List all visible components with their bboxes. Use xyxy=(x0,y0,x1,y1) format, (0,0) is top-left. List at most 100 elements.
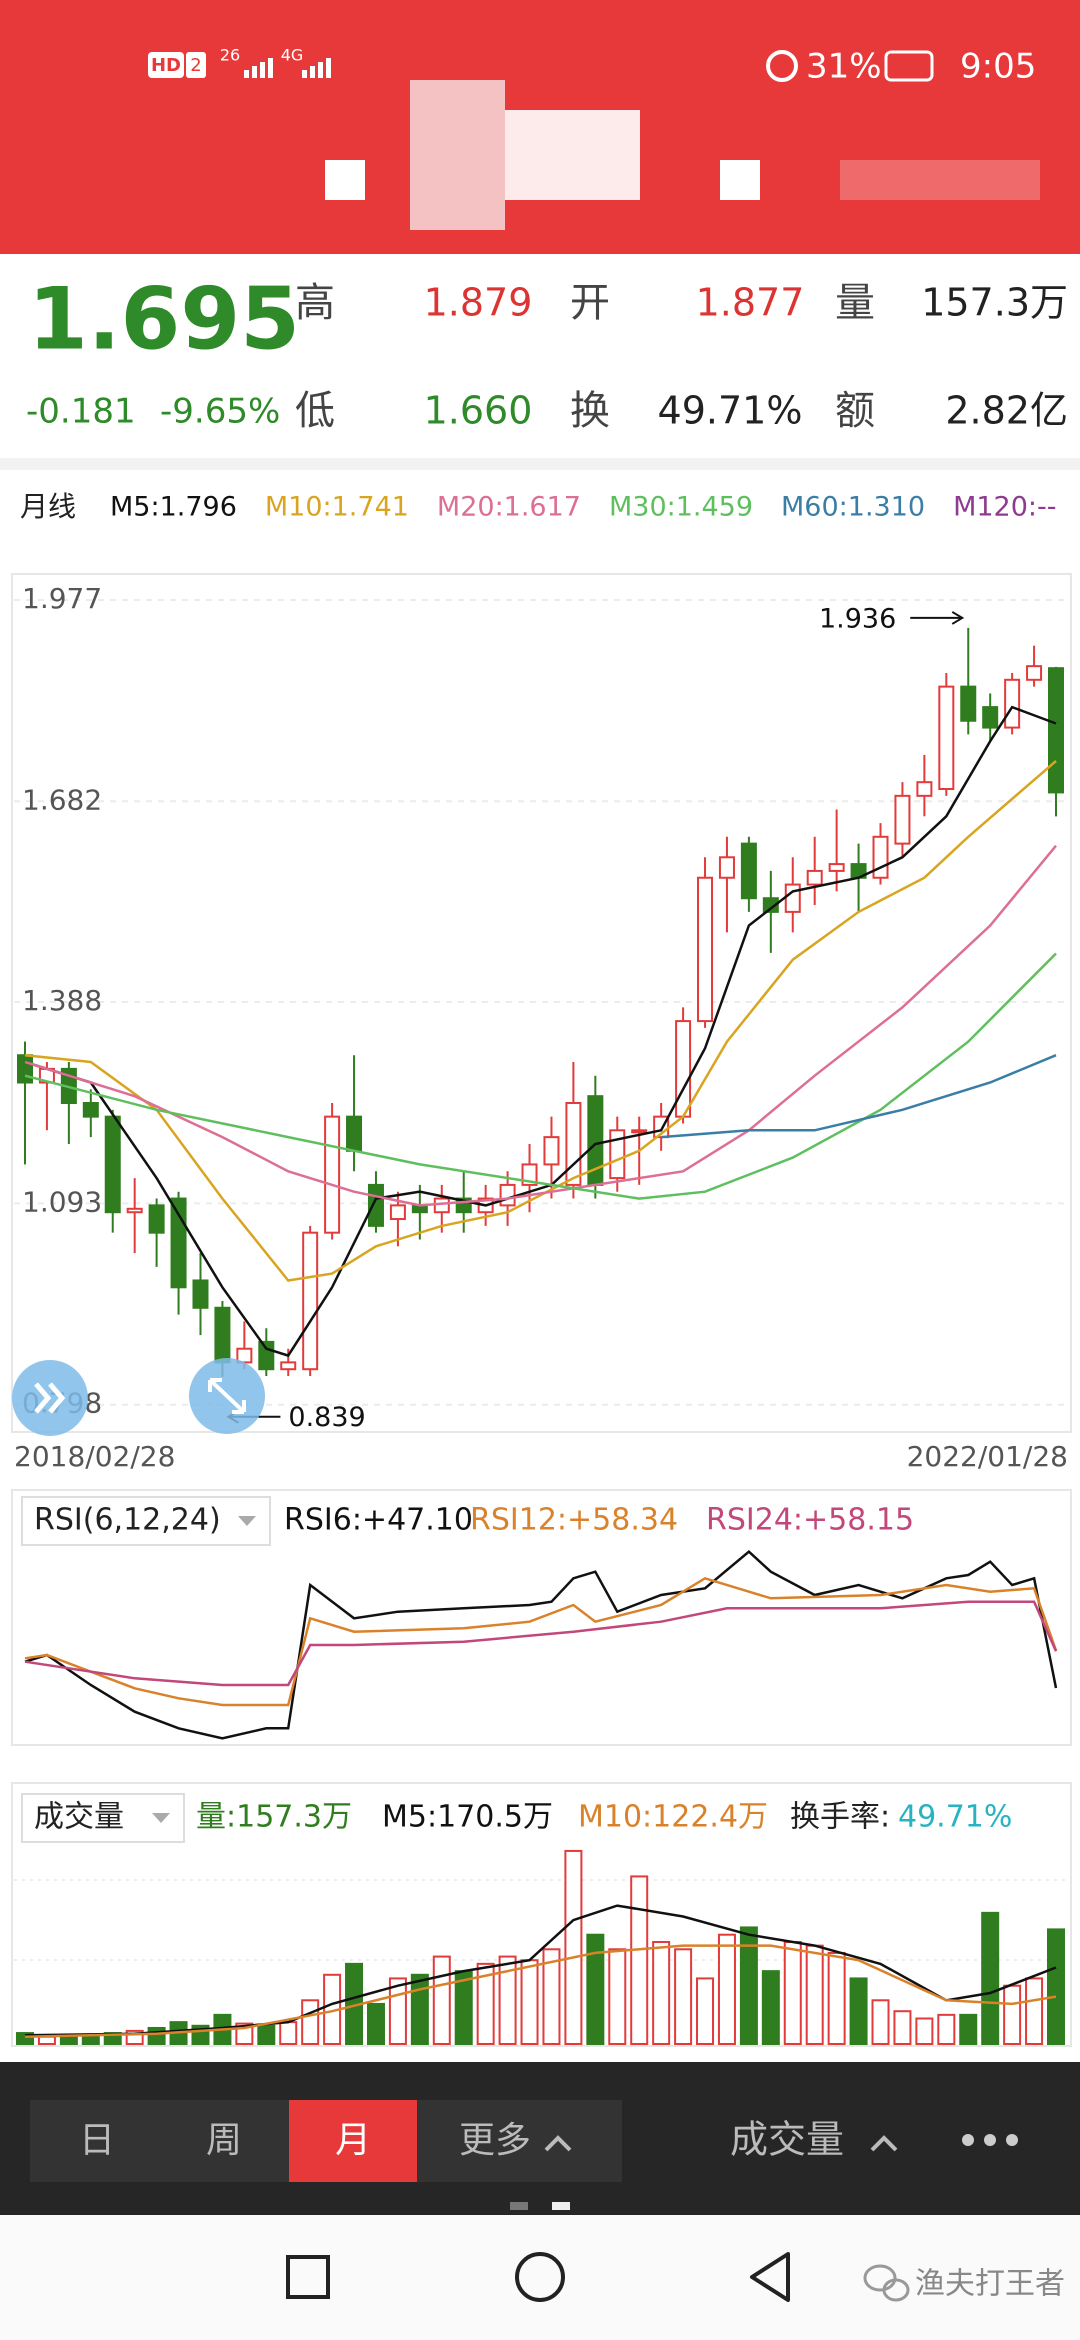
candle-body xyxy=(894,794,911,845)
chevron-up xyxy=(870,2135,898,2152)
volume-bar xyxy=(981,1911,1000,2046)
ma-legend: M30:1.459 xyxy=(609,492,753,523)
tab[interactable]: 日 xyxy=(79,2120,115,2161)
y-tick-label: 1.093 xyxy=(22,1185,102,1218)
ma-line xyxy=(24,844,1057,1207)
volume-bar xyxy=(696,1977,715,2046)
candle-body xyxy=(214,1306,231,1364)
tab[interactable]: 月 xyxy=(335,2120,371,2161)
volume-bar xyxy=(783,1941,802,2045)
volume-bar xyxy=(871,1999,890,2046)
indicator-tab[interactable]: 成交量 xyxy=(730,2118,844,2162)
candle-body xyxy=(280,1361,297,1371)
volume-bar xyxy=(630,1875,649,2046)
alarm-icon xyxy=(766,50,798,82)
tabs: 日 周 月 更多 xyxy=(79,2100,572,2182)
candle-body xyxy=(565,1101,582,1186)
back[interactable] xyxy=(750,2252,790,2302)
candle-body xyxy=(170,1197,187,1289)
candle-body xyxy=(148,1204,165,1234)
candle-body xyxy=(762,897,779,913)
volume-legend: M5:170.5万 xyxy=(382,1800,553,1835)
volume-bar xyxy=(739,1926,758,2046)
ma-legend: M20:1.617 xyxy=(437,492,581,523)
volume-ma-line xyxy=(24,1944,1057,2038)
volume-bar xyxy=(432,1955,451,2045)
candle-body xyxy=(499,1183,516,1207)
candle-body xyxy=(982,706,999,729)
field-label: 高 xyxy=(295,280,335,326)
annotation-arrow xyxy=(951,611,965,625)
volume-bar xyxy=(805,1944,824,2045)
indicator-selector[interactable] xyxy=(21,1496,271,1546)
volume-bar xyxy=(257,2024,276,2046)
period-label: 月线 xyxy=(20,490,76,523)
volume-legend: 量:157.3万 xyxy=(196,1800,352,1835)
candle-body xyxy=(192,1279,209,1309)
rsi-legend: RSI24:+58.15 xyxy=(706,1503,914,1538)
separator xyxy=(0,458,1080,470)
kline-chart: 1.9771.6821.3881.0930.798M5:1.796M10:1.7… xyxy=(14,492,1069,1433)
volume-bar xyxy=(279,2021,298,2045)
kline-frame xyxy=(11,573,1072,1433)
volume-bar xyxy=(410,1973,429,2046)
volume-bar xyxy=(1047,1928,1065,2046)
dropdown-caret xyxy=(152,1813,170,1823)
candle-body xyxy=(104,1115,121,1214)
rsi-line xyxy=(24,1550,1058,1740)
x-tick-label: 2022/01/28 xyxy=(907,1440,1068,1473)
candle-body xyxy=(916,781,933,797)
ma-legend: M120:-- xyxy=(953,492,1056,523)
candle-body xyxy=(17,1054,33,1084)
last-price: 1.695 xyxy=(28,269,300,369)
volume-bar xyxy=(366,2002,385,2046)
float-buttons xyxy=(12,1358,265,1436)
candle-body xyxy=(697,876,714,1023)
blurred-title xyxy=(505,110,640,200)
candle-body xyxy=(433,1197,450,1214)
annotation-label: 1.936 xyxy=(819,603,896,634)
volume-bar xyxy=(586,1933,605,2045)
volume-bar xyxy=(147,2026,166,2046)
tab[interactable]: 更多 xyxy=(459,2120,531,2161)
status-icon-text: HD xyxy=(151,55,181,76)
turnover-label: 换手率: xyxy=(790,1800,890,1835)
volume-bar xyxy=(937,2013,956,2046)
volume-chart: 量:157.3万 M5:170.5万 M10:122.4万 xyxy=(14,1800,1069,2046)
y-tick-label: 1.977 xyxy=(22,582,102,615)
rsi-line xyxy=(24,1576,1058,1707)
candle-body xyxy=(609,1129,626,1180)
home[interactable] xyxy=(515,2252,565,2302)
volume-bar xyxy=(476,1962,495,2046)
tab[interactable]: 周 xyxy=(206,2120,242,2161)
field-value: 49.71% xyxy=(658,389,803,433)
change-pct: -9.65% xyxy=(160,392,280,432)
recent-apps[interactable] xyxy=(286,2255,330,2299)
rsi-line xyxy=(24,1600,1058,1687)
rsi-legend: RSI6:+47.10 xyxy=(284,1503,473,1538)
field-value: 1.877 xyxy=(696,281,805,325)
volume-bar xyxy=(37,2035,56,2045)
candle-body xyxy=(346,1115,363,1152)
rsi-legend: RSI12:+58.34 xyxy=(470,1503,678,1538)
candle-body xyxy=(367,1183,384,1227)
battery-percent: 31% xyxy=(806,47,882,87)
candle-body xyxy=(872,835,889,879)
ma-line xyxy=(24,952,1057,1200)
volume-bar xyxy=(717,1933,736,2045)
candle-body xyxy=(82,1101,99,1118)
tab-selected-bg xyxy=(289,2100,417,2182)
volume-frame xyxy=(11,1782,1072,2047)
volume-bar xyxy=(915,2017,934,2045)
volume-bar xyxy=(959,2013,978,2046)
sim-icon xyxy=(186,52,206,78)
status-icon-text: 4G xyxy=(281,46,304,65)
ma-line xyxy=(24,705,1057,1358)
dropdown-caret xyxy=(238,1516,256,1526)
y-tick-label: 1.682 xyxy=(22,783,102,816)
candle-body xyxy=(718,856,735,879)
change: -0.181 xyxy=(26,392,136,432)
more-button[interactable] xyxy=(962,2134,1018,2146)
indicator-name: RSI(6,12,24) xyxy=(34,1503,221,1538)
